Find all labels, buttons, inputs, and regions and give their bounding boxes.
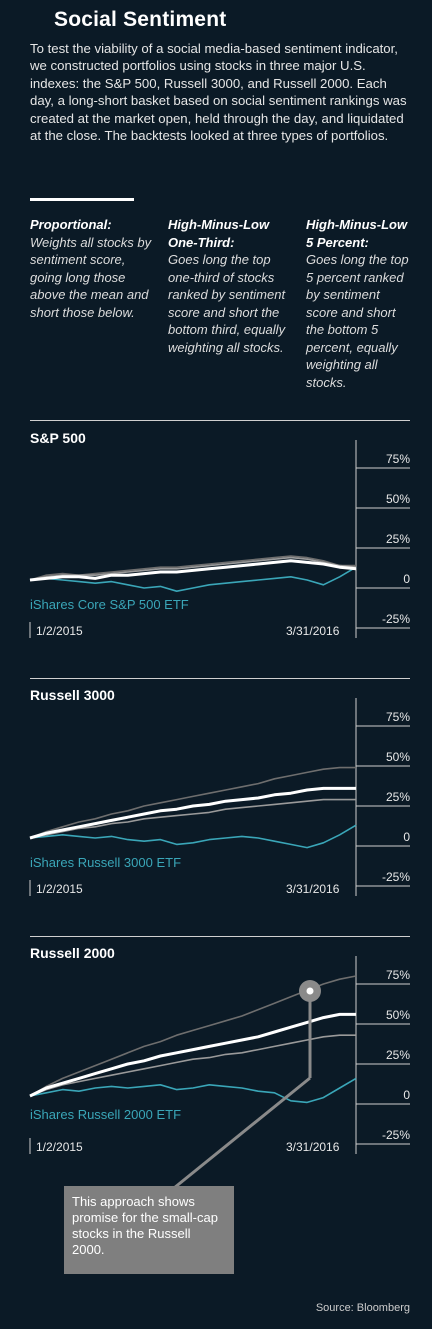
y-tick-label: 75%	[385, 710, 410, 724]
chart-title: Russell 3000	[30, 687, 115, 703]
x-tick-label: 1/2/2015	[36, 882, 83, 896]
series-line-proportional	[29, 1012, 356, 1098]
x-tick-label: 3/31/2016	[286, 882, 340, 896]
chart-title: S&P 500	[30, 430, 86, 446]
x-tick-label: 1/2/2015	[36, 624, 83, 638]
series-line-proportional	[29, 786, 356, 840]
y-tick-label: 0	[403, 572, 410, 586]
x-tick-label: 3/31/2016	[286, 1140, 340, 1154]
portfolio-body: Weights all stocks by sentiment score, g…	[30, 234, 152, 320]
portfolio-proportional: Proportional: Weights all stocks by sent…	[30, 216, 154, 321]
portfolio-five-percent: High-Minus-Low 5 Percent: Goes long the …	[306, 216, 414, 391]
series-line-high-minus-low-one-third	[29, 556, 357, 581]
y-tick-label: 75%	[385, 452, 410, 466]
y-tick-label: 50%	[385, 492, 410, 506]
y-tick-label: 50%	[385, 1008, 410, 1022]
annotation-box: This approach shows promise for the smal…	[64, 1186, 234, 1274]
intro-text: To test the viability of a social media-…	[30, 41, 407, 144]
series-line-proportional	[29, 559, 357, 582]
chart-svg-russell3000	[29, 678, 410, 896]
etf-label: iShares Core S&P 500 ETF	[30, 597, 189, 612]
y-tick-label: 25%	[385, 532, 410, 546]
y-tick-label: 0	[403, 1088, 410, 1102]
x-tick-label: 1/2/2015	[36, 1140, 83, 1154]
portfolio-one-third: High-Minus-Low One-Third: Goes long the …	[168, 216, 286, 356]
etf-label: iShares Russell 3000 ETF	[30, 855, 182, 870]
series-line-ishares-russell-2000-etf	[29, 1077, 357, 1104]
chart-russell2000: Russell 2000 iShares Russell 2000 ETF 75…	[0, 936, 432, 1156]
chart-svg-sp500	[29, 420, 410, 638]
chart-title: Russell 2000	[30, 945, 115, 961]
portfolio-head: High-Minus-Low One-Third:	[168, 217, 270, 250]
chart-sp500: S&P 500 iShares Core S&P 500 ETF 75% 50% 2…	[0, 420, 432, 640]
y-tick-label: 75%	[385, 968, 410, 982]
series-line-high-minus-low-5-percent	[29, 766, 356, 839]
series-line-ishares-russell-3000-etf	[29, 824, 357, 849]
divider	[30, 198, 134, 201]
portfolio-body: Goes long the top one-third of stocks ra…	[168, 252, 286, 355]
series-line-ishares-core-s-p-500-etf	[29, 566, 357, 592]
portfolio-head: Proportional:	[30, 217, 112, 232]
y-tick-label: 25%	[385, 790, 410, 804]
annotation-line	[173, 1076, 311, 1190]
y-tick-label: 0	[403, 830, 410, 844]
page-title: Social Sentiment	[54, 8, 227, 31]
chart-russell3000: Russell 3000 iShares Russell 3000 ETF 75…	[0, 678, 432, 898]
y-tick-label: -25%	[381, 1128, 410, 1142]
series-line-high-minus-low-one-third	[29, 1034, 356, 1097]
x-tick-label: 3/31/2016	[286, 624, 340, 638]
y-tick-label: 25%	[385, 1048, 410, 1062]
annotation-marker-dot	[306, 987, 314, 995]
source-note: Source: Bloomberg	[315, 1302, 410, 1314]
portfolio-head: High-Minus-Low 5 Percent:	[306, 217, 408, 250]
etf-label: iShares Russell 2000 ETF	[30, 1107, 182, 1122]
y-tick-label: -25%	[381, 870, 410, 884]
series-line-high-minus-low-one-third	[29, 798, 356, 839]
y-tick-label: -25%	[381, 612, 410, 626]
chart-svg-russell2000	[29, 936, 410, 1154]
y-tick-label: 50%	[385, 750, 410, 764]
portfolio-body: Goes long the top 5 percent ranked by se…	[306, 252, 409, 390]
